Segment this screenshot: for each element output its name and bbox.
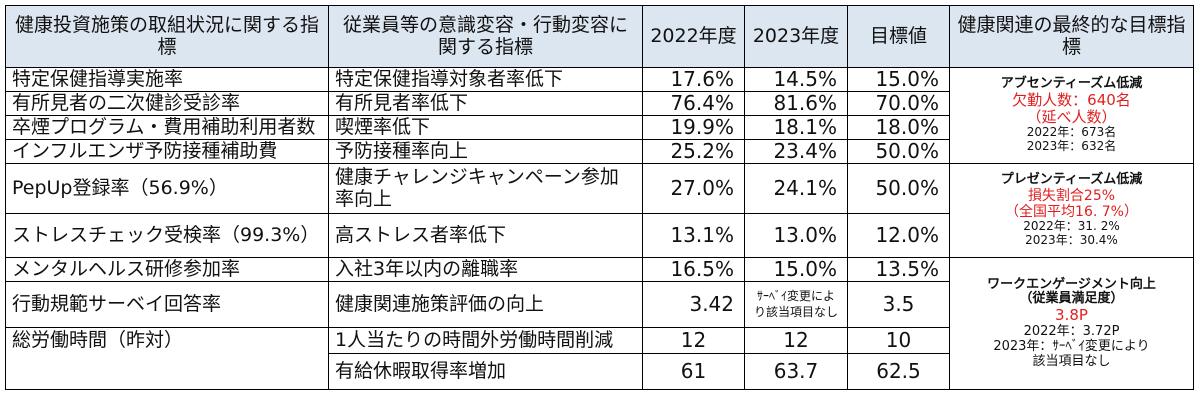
absenteeism-2022: 2022年：673名 bbox=[1026, 125, 1117, 140]
table-row: 総労働時間（昨対） 1人当たりの時間外労働時間削減 12 12 10 bbox=[5, 327, 1194, 390]
indicator-cell: 有給休暇取得率増加 bbox=[328, 353, 643, 390]
value-2022: 17.6% bbox=[642, 67, 745, 92]
header-2023: 2023年度 bbox=[744, 5, 848, 68]
indicator-cell: 高ストレス者率低下 bbox=[328, 213, 643, 258]
presenteeism-goal: プレゼンティーズム低減 損失割合25% （全国平均16. 7%） 2022年：3… bbox=[949, 163, 1194, 258]
measure-cell: ストレスチェック受検率（99.3%） bbox=[5, 213, 329, 258]
value-2022: 76.4% bbox=[642, 91, 745, 116]
absenteeism-title: アブセンティーズム低減 bbox=[1000, 75, 1143, 91]
value-2022: 27.0% bbox=[642, 163, 745, 214]
value-2022: 3.42 bbox=[642, 281, 745, 328]
health-indicators-table: 健康投資施策の取組状況に関する指標 従業員等の意識変容・行動変容に関する指標 2… bbox=[5, 5, 1194, 390]
value-target: 50.0% bbox=[847, 163, 950, 214]
measure-cell: 行動規範サーベイ回答率 bbox=[5, 281, 329, 328]
table-row: 行動規範サーベイ回答率 健康関連施策評価の向上 3.42 ｻｰﾍﾞｲ変更によ り… bbox=[5, 281, 1194, 328]
table-row: 有給休暇取得率増加 61 63.7 62.5 bbox=[6, 353, 1194, 390]
value-2023-note: ｻｰﾍﾞｲ変更によ り該当項目なし bbox=[744, 281, 848, 328]
value-2022: 13.1% bbox=[642, 213, 745, 258]
value-2023: 13.0% bbox=[744, 213, 848, 258]
table-row: 卒煙プログラム・費用補助利用者数 喫煙率低下 19.9% 18.1% 18.0% bbox=[5, 115, 1194, 140]
measure-cell: メンタルヘルス研修参加率 bbox=[5, 257, 329, 282]
table-row: メンタルヘルス研修参加率 入社3年以内の離職率 16.5% 15.0% 13.5… bbox=[5, 257, 1194, 390]
value-target: 12.0% bbox=[847, 213, 950, 258]
value-2023: 15.0% bbox=[744, 257, 848, 282]
indicator-cell: 有所見者率低下 bbox=[328, 91, 643, 116]
engagement-2023-note: 該当項目なし bbox=[1032, 353, 1111, 369]
value-target: 13.5% bbox=[847, 257, 950, 282]
table-row: ストレスチェック受検率（99.3%） 高ストレス者率低下 13.1% 13.0%… bbox=[5, 213, 1194, 258]
header-2022: 2022年度 bbox=[642, 5, 745, 68]
value-target: 15.0% bbox=[847, 67, 950, 92]
header-final-goal: 健康関連の最終的な目標指標 bbox=[949, 5, 1194, 68]
value-2022: 25.2% bbox=[642, 139, 745, 164]
value-target: 10 bbox=[847, 327, 950, 354]
header-behavior: 従業員等の意識変容・行動変容に関する指標 bbox=[328, 5, 643, 68]
indicator-cell: 1人当たりの時間外労働時間削減 bbox=[328, 327, 643, 354]
note-line: り該当項目なし bbox=[753, 304, 838, 319]
indicator-cell: 喫煙率低下 bbox=[328, 115, 643, 140]
note-line: ｻｰﾍﾞｲ変更によ bbox=[756, 288, 835, 303]
measure-cell: PepUp登録率（56.9%） bbox=[5, 163, 329, 214]
value-2022: 19.9% bbox=[642, 115, 745, 140]
value-2023: 18.1% bbox=[744, 115, 848, 140]
value-2023: 81.6% bbox=[744, 91, 848, 116]
table-row: PepUp登録率（56.9%） 健康チャレンジキャンペーン参加 率向上 27.0… bbox=[5, 163, 1194, 258]
header-target: 目標値 bbox=[847, 5, 950, 68]
value-target: 62.5 bbox=[847, 353, 950, 390]
value-target: 18.0% bbox=[847, 115, 950, 140]
absenteeism-note: （延べ人数） bbox=[1026, 108, 1117, 127]
indicator-cell: 健康チャレンジキャンペーン参加 率向上 bbox=[328, 163, 643, 214]
measure-cell: 特定保健指導実施率 bbox=[5, 67, 329, 92]
measure-cell: 有所見者の二次健診受診率 bbox=[5, 91, 329, 116]
engagement-title: ワークエンゲージメント向上 bbox=[987, 276, 1156, 292]
table-row: 有所見者の二次健診受診率 有所見者率低下 76.4% 81.6% 70.0% bbox=[5, 91, 1194, 116]
indicator-cell: 入社3年以内の離職率 bbox=[328, 257, 643, 282]
value-2022: 12 bbox=[642, 327, 745, 354]
presenteeism-2023: 2023年：30.4% bbox=[1025, 233, 1118, 248]
value-2022: 16.5% bbox=[642, 257, 745, 282]
absenteeism-goal: アブセンティーズム低減 欠勤人数：640名 （延べ人数） 2022年：673名 … bbox=[949, 67, 1194, 164]
presenteeism-title: プレゼンティーズム低減 bbox=[1000, 172, 1143, 188]
engagement-subtitle: （従業員満足度） bbox=[1019, 291, 1124, 307]
measure-cell: 総労働時間（昨対） bbox=[5, 327, 329, 390]
measure-cell: 卒煙プログラム・費用補助利用者数 bbox=[5, 115, 329, 140]
value-target: 3.5 bbox=[847, 281, 950, 328]
value-2023: 14.5% bbox=[744, 67, 848, 92]
header-measures: 健康投資施策の取組状況に関する指標 bbox=[5, 5, 329, 68]
presenteeism-value: 損失割合25% bbox=[1027, 188, 1116, 205]
indicator-cell: 健康関連施策評価の向上 bbox=[328, 281, 643, 328]
presenteeism-note: （全国平均16. 7%） bbox=[1005, 204, 1138, 221]
indicator-cell: 特定保健指導対象者率低下 bbox=[328, 67, 643, 92]
value-target: 50.0% bbox=[847, 139, 950, 164]
value-2022: 61 bbox=[642, 353, 745, 390]
engagement-2022: 2022年：3.72P bbox=[1023, 323, 1120, 339]
value-2023: 23.4% bbox=[744, 139, 848, 164]
indicator-line: 率向上 bbox=[335, 187, 393, 210]
value-2023: 24.1% bbox=[744, 163, 848, 214]
engagement-value: 3.8P bbox=[1055, 306, 1088, 325]
presenteeism-2022: 2022年：31. 2% bbox=[1023, 219, 1120, 234]
value-2023: 63.7 bbox=[744, 353, 848, 390]
absenteeism-2023: 2023年：632名 bbox=[1026, 139, 1117, 154]
table-row: 特定保健指導実施率 特定保健指導対象者率低下 17.6% 14.5% 15.0%… bbox=[5, 67, 1194, 164]
engagement-goal: ワークエンゲージメント向上 （従業員満足度） 3.8P 2022年：3.72P … bbox=[949, 257, 1194, 390]
measure-cell: インフルエンザ予防接種補助費 bbox=[5, 139, 329, 164]
value-target: 70.0% bbox=[847, 91, 950, 116]
engagement-2023: 2023年：ｻｰﾍﾞｲ変更により bbox=[993, 338, 1150, 354]
indicator-cell: 予防接種率向上 bbox=[328, 139, 643, 164]
absenteeism-value: 欠勤人数：640名 bbox=[1012, 90, 1131, 109]
value-2023: 12 bbox=[744, 327, 848, 354]
indicator-line: 健康チャレンジキャンペーン参加 bbox=[335, 165, 619, 188]
